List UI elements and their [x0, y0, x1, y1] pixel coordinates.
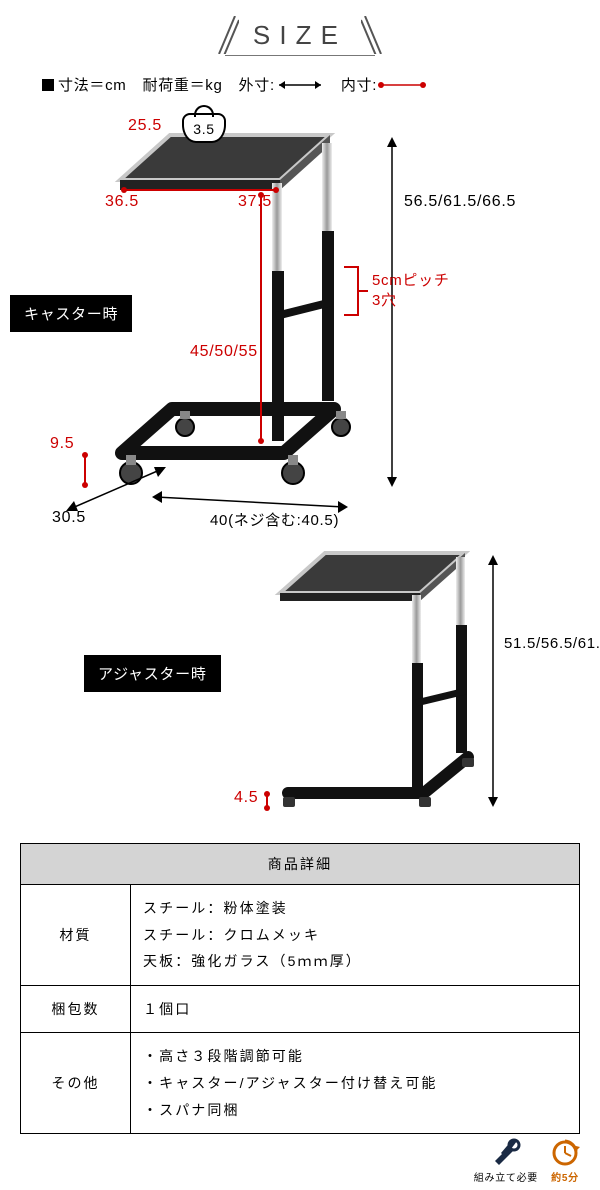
adjuster-base	[278, 745, 478, 815]
dim-top-inner: 36.5	[105, 193, 139, 211]
spec-row-label: 梱包数	[21, 985, 131, 1033]
spec-row-label: 材質	[21, 885, 131, 986]
slash-right-icon	[361, 16, 385, 54]
spec-row-value: １個口	[131, 985, 580, 1033]
adjuster-foot-icon	[460, 757, 476, 769]
size-header: SIZE	[0, 0, 600, 56]
dim-adj-height: 51.5/56.5/61.5	[504, 635, 594, 652]
outer-arrow-icon	[275, 78, 325, 92]
dim-base-width: 40(ネジ含む:40.5)	[210, 509, 339, 530]
inner-height-line	[256, 191, 266, 445]
size-title: SIZE	[253, 20, 347, 50]
caster-tabletop	[110, 125, 340, 215]
dim-base-depth: 30.5	[52, 509, 86, 527]
adjuster-foot-icon	[280, 795, 298, 809]
caster-wheel-icon	[276, 453, 310, 487]
assembly-icon: 組み立て必要	[474, 1137, 538, 1184]
slash-left-icon	[215, 16, 239, 54]
caster-badge: キャスター時	[10, 295, 132, 332]
crossbar-1	[270, 300, 340, 320]
dim-outer-height: 56.5/61.5/66.5	[404, 193, 516, 211]
table-row: 梱包数 １個口	[21, 985, 580, 1033]
crossbar-2	[410, 689, 470, 707]
caster-wheel-icon	[170, 409, 200, 439]
pitch-bracket	[340, 263, 370, 319]
legend-dim-unit: 寸法＝cm	[58, 77, 127, 94]
footer-icons: 組み立て必要 約5分	[474, 1137, 582, 1184]
adj-outer-height-arrow	[486, 553, 500, 809]
legend-outer-label: 外寸:	[239, 74, 275, 95]
time-icon: 約5分	[548, 1137, 582, 1184]
spec-row-value: ・高さ３段階調節可能 ・キャスター/アジャスター付け替え可能 ・スパナ同梱	[131, 1033, 580, 1134]
dim-pitch2: 3穴	[372, 289, 397, 310]
dim-caster-h: 9.5	[50, 435, 74, 453]
dim-top-inner2: 37.5	[238, 193, 272, 211]
legend-row: 寸法＝cm 耐荷重＝kg 外寸: 内寸:	[42, 74, 600, 95]
adjuster-foot-icon	[416, 795, 434, 809]
adjuster-tabletop	[270, 543, 470, 623]
dim-pitch1: 5cmピッチ	[372, 269, 450, 290]
spec-header: 商品詳細	[21, 844, 580, 885]
outer-height-arrow	[384, 135, 400, 490]
table-row: 材質 スチール：粉体塗装 スチール：クロムメッキ 天板：強化ガラス（5ｍｍ厚）	[21, 885, 580, 986]
spec-row-value: スチール：粉体塗装 スチール：クロムメッキ 天板：強化ガラス（5ｍｍ厚）	[131, 885, 580, 986]
spec-table: 商品詳細 材質 スチール：粉体塗装 スチール：クロムメッキ 天板：強化ガラス（5…	[20, 843, 580, 1134]
dim-top-depth: 25.5	[128, 117, 162, 135]
inner-arrow-icon	[377, 78, 427, 92]
diagram-area: 25.5 3.5 36.5 37.5 56.5/61.5/66.5 5cmピッチ…	[0, 95, 600, 835]
table-row: その他 ・高さ３段階調節可能 ・キャスター/アジャスター付け替え可能 ・スパナ同…	[21, 1033, 580, 1134]
adj-foot-line	[262, 791, 272, 811]
caster-wheel-icon	[326, 409, 356, 439]
spec-row-label: その他	[21, 1033, 131, 1134]
adjuster-badge: アジャスター時	[84, 655, 221, 692]
legend-inner-label: 内寸:	[341, 74, 377, 95]
dim-adj-foot: 4.5	[234, 789, 258, 807]
dim-inner-height: 45/50/55	[190, 343, 258, 361]
legend-load-unit: 耐荷重＝kg	[143, 74, 223, 95]
weight-icon: 3.5	[182, 113, 226, 143]
